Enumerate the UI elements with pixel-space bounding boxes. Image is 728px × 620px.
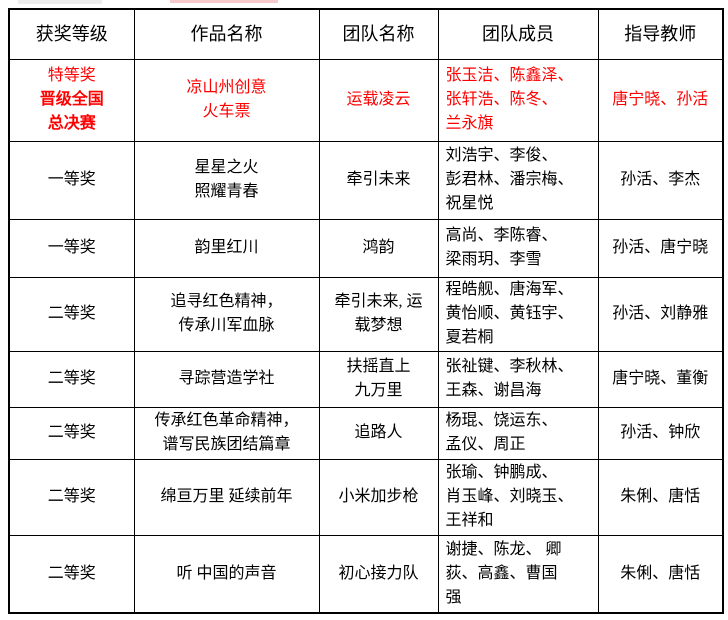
advisors-cell: 唐宁晓、孙活 xyxy=(597,58,724,142)
table-row: 二等奖 追寻红色精神， 传承川军血脉 牵引未来, 运 载梦想 程皓舰、唐海军、 … xyxy=(8,276,724,352)
column-header-award-level: 获奖等级 xyxy=(8,8,135,60)
work-name-cell: 寻踪营造学社 xyxy=(133,350,320,408)
table-row: 一等奖 星星之火 照耀青春 牵引未来 刘浩宇、李俊、 彭君林、潘宗梅、 祝星悦 … xyxy=(8,140,724,220)
work-name-cell: 传承红色革命精神， 谱写民族团结篇章 xyxy=(133,406,320,460)
table-row: 二等奖 绵亘万里 延续前年 小米加步枪 张瑜、钟鹏成、 肖玉峰、刘晓玉、 王祥和… xyxy=(8,458,724,536)
table-row: 二等奖 传承红色革命精神， 谱写民族团结篇章 追路人 杨琨、饶运东、 孟仪、周正… xyxy=(8,406,724,460)
column-header-advisors: 指导教师 xyxy=(597,8,724,60)
team-name-cell: 扶摇直上 九万里 xyxy=(318,350,439,408)
advisors-cell: 孙活、李杰 xyxy=(597,140,724,220)
award-level-cell: 特等奖晋级全国 总决赛 xyxy=(8,58,135,142)
team-name-cell: 运载凌云 xyxy=(318,58,439,142)
award-promotion-note: 晋级全国 总决赛 xyxy=(39,91,104,132)
work-name-cell: 凉山州创意 火车票 xyxy=(133,58,320,142)
work-name-cell: 韵里红川 xyxy=(133,218,320,278)
award-level-cell: 二等奖 xyxy=(8,350,135,408)
advisors-cell: 孙活、钟欣 xyxy=(597,406,724,460)
team-name-cell: 牵引未来, 运 载梦想 xyxy=(318,276,439,352)
top-edge-artifact-gray xyxy=(18,0,102,4)
work-name-cell: 听 中国的声音 xyxy=(133,534,320,614)
table-row: 二等奖 寻踪营造学社 扶摇直上 九万里 张祉键、李秋林、 王森、谢昌海 唐宁晓、… xyxy=(8,350,724,408)
award-level-cell: 二等奖 xyxy=(8,276,135,352)
advisors-cell: 朱俐、唐恬 xyxy=(597,534,724,614)
award-level-cell: 二等奖 xyxy=(8,534,135,614)
advisors-cell: 唐宁晓、董衡 xyxy=(597,350,724,408)
team-name-cell: 牵引未来 xyxy=(318,140,439,220)
award-level-cell: 一等奖 xyxy=(8,140,135,220)
advisors-cell: 孙活、唐宁晓 xyxy=(597,218,724,278)
column-header-work-name: 作品名称 xyxy=(133,8,320,60)
team-members-cell: 高尚、李陈睿、 梁雨玥、李雪 xyxy=(437,218,599,278)
team-members-cell: 刘浩宇、李俊、 彭君林、潘宗梅、 祝星悦 xyxy=(437,140,599,220)
advisors-cell: 朱俐、唐恬 xyxy=(597,458,724,536)
team-name-cell: 追路人 xyxy=(318,406,439,460)
work-name-cell: 绵亘万里 延续前年 xyxy=(133,458,320,536)
team-name-cell: 小米加步枪 xyxy=(318,458,439,536)
team-members-cell: 谢捷、陈龙、 卿 荻、高鑫、曹国 强 xyxy=(437,534,599,614)
column-header-team-name: 团队名称 xyxy=(318,8,439,60)
table-row: 一等奖 韵里红川 鸿韵 高尚、李陈睿、 梁雨玥、李雪 孙活、唐宁晓 xyxy=(8,218,724,278)
award-level-cell: 一等奖 xyxy=(8,218,135,278)
column-header-team-members: 团队成员 xyxy=(437,8,599,60)
team-name-cell: 初心接力队 xyxy=(318,534,439,614)
top-edge-artifact-red xyxy=(170,0,278,3)
header-row: 获奖等级 作品名称 团队名称 团队成员 指导教师 xyxy=(8,8,724,60)
work-name-cell: 追寻红色精神， 传承川军血脉 xyxy=(133,276,320,352)
table-row: 特等奖晋级全国 总决赛 凉山州创意 火车票 运载凌云 张玉洁、陈鑫泽、 张轩浩、… xyxy=(8,58,724,142)
work-name-cell: 星星之火 照耀青春 xyxy=(133,140,320,220)
award-level-text: 特等奖 xyxy=(47,67,96,84)
awards-table: 获奖等级 作品名称 团队名称 团队成员 指导教师 特等奖晋级全国 总决赛 凉山州… xyxy=(8,8,724,614)
table-row: 二等奖 听 中国的声音 初心接力队 谢捷、陈龙、 卿 荻、高鑫、曹国 强 朱俐、… xyxy=(8,534,724,614)
team-members-cell: 杨琨、饶运东、 孟仪、周正 xyxy=(437,406,599,460)
advisors-cell: 孙活、刘静雅 xyxy=(597,276,724,352)
team-members-cell: 程皓舰、唐海军、 黄怡顺、黄钰宇、 夏若桐 xyxy=(437,276,599,352)
award-level-cell: 二等奖 xyxy=(8,406,135,460)
team-members-cell: 张瑜、钟鹏成、 肖玉峰、刘晓玉、 王祥和 xyxy=(437,458,599,536)
team-members-cell: 张玉洁、陈鑫泽、 张轩浩、陈冬、 兰永旗 xyxy=(437,58,599,142)
award-level-cell: 二等奖 xyxy=(8,458,135,536)
team-name-cell: 鸿韵 xyxy=(318,218,439,278)
team-members-cell: 张祉键、李秋林、 王森、谢昌海 xyxy=(437,350,599,408)
